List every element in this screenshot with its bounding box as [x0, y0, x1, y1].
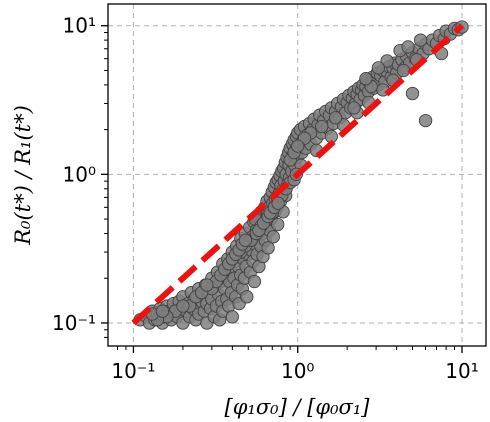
data-point: [371, 61, 386, 75]
data-point: [271, 196, 285, 210]
data-point: [266, 230, 280, 244]
data-point: [155, 304, 170, 318]
data-point: [418, 113, 433, 128]
data-point: [200, 278, 214, 292]
data-point: [413, 33, 428, 47]
data-point: [401, 40, 415, 54]
data-point: [271, 217, 285, 232]
data-point: [315, 119, 329, 134]
y-tick-label: 10¹: [63, 14, 96, 38]
data-point: [359, 72, 373, 86]
y-axis-label: R₀(t*) / R₁(t*): [11, 105, 35, 246]
y-tick-label: 10⁻¹: [52, 311, 96, 335]
reference-line: [131, 23, 465, 326]
data-point: [347, 101, 361, 115]
data-point: [261, 241, 275, 255]
x-tick-label: 10⁰: [281, 359, 314, 383]
x-tick-label: 10⁻¹: [111, 359, 155, 383]
data-point: [291, 139, 305, 153]
plot-frame: [107, 3, 487, 347]
x-axis-label: [φ₁σ₀] / [φ₀σ₁]: [225, 395, 371, 419]
y-tick-label: 10⁰: [63, 162, 96, 186]
data-point: [405, 86, 420, 101]
data-point: [176, 299, 190, 313]
data-point: [247, 274, 262, 289]
data-point: [396, 63, 411, 78]
data-point: [238, 233, 253, 247]
data-point: [380, 54, 394, 68]
data-point: [225, 310, 239, 324]
scatter-points: [133, 20, 469, 330]
data-point: [328, 111, 343, 125]
axis-ticks: 10⁻¹ 10⁰ 10¹ 10⁻¹ 10⁰ 10¹: [52, 14, 479, 383]
data-point: [240, 290, 254, 304]
x-tick-label: 10¹: [445, 359, 478, 383]
